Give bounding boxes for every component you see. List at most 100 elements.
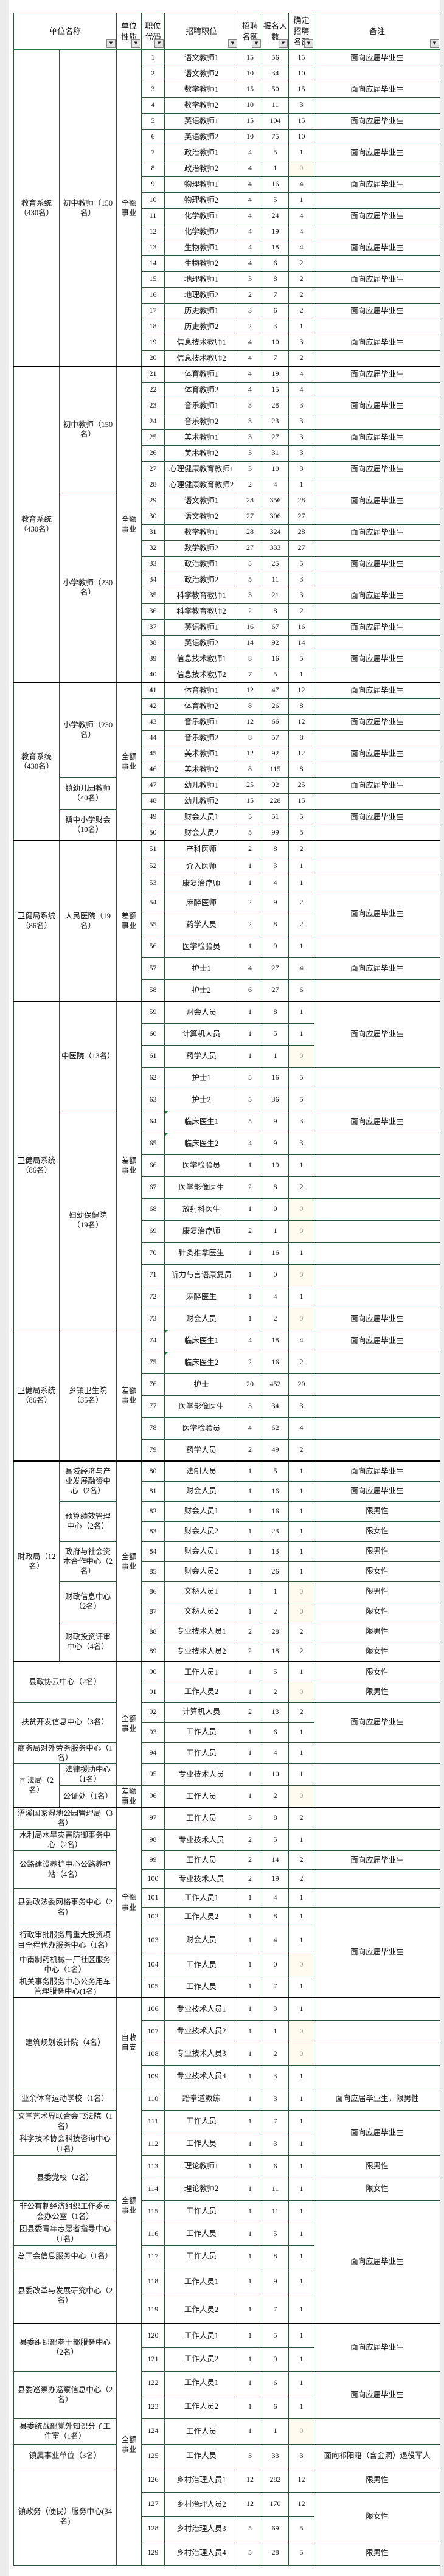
confirmed-quota-cell[interactable]: 1 bbox=[288, 1154, 314, 1177]
position-code-cell[interactable]: 115 bbox=[141, 2199, 165, 2223]
unit-name-cell[interactable]: 财政局（12名） bbox=[13, 1460, 60, 1662]
remark-cell[interactable]: 面向应届毕业生 bbox=[314, 176, 440, 193]
applicants-cell[interactable]: 16 bbox=[262, 1066, 289, 1089]
applicants-cell[interactable]: 16 bbox=[262, 1481, 289, 1502]
quota-cell[interactable]: 1 bbox=[238, 1681, 262, 1703]
position-title-cell[interactable]: 跆拳道教练 bbox=[164, 2087, 238, 2111]
remark-cell[interactable]: 面向应届毕业生 bbox=[314, 808, 440, 825]
remark-cell[interactable] bbox=[314, 1351, 440, 1374]
confirmed-quota-cell[interactable]: 1 bbox=[288, 1721, 314, 1743]
position-title-cell[interactable]: 音乐教师2 bbox=[164, 729, 238, 746]
confirmed-quota-cell[interactable]: 3 bbox=[288, 571, 314, 588]
confirmed-quota-cell[interactable]: 1 bbox=[288, 192, 314, 209]
remark-cell[interactable]: 面向应届毕业生 bbox=[314, 2370, 440, 2419]
position-title-cell[interactable]: 乡村治理人员3 bbox=[164, 2516, 238, 2541]
quota-cell[interactable]: 20 bbox=[238, 1373, 262, 1396]
position-title-cell[interactable]: 英语教师2 bbox=[164, 634, 238, 651]
remark-cell[interactable]: 面向应届毕业生 bbox=[314, 745, 440, 762]
position-title-cell[interactable]: 数学教师2 bbox=[164, 97, 238, 114]
position-title-cell[interactable]: 产科医师 bbox=[164, 840, 238, 858]
remark-cell[interactable]: 面向应届毕业生 bbox=[314, 1907, 440, 1998]
position-code-cell[interactable]: 62 bbox=[141, 1066, 165, 1089]
remark-cell[interactable]: 面向应届毕业生 bbox=[314, 334, 440, 351]
filter-dropdown-icon[interactable]: ▼ bbox=[279, 39, 288, 48]
position-title-cell[interactable]: 美术教师2 bbox=[164, 761, 238, 778]
quota-cell[interactable]: 1 bbox=[238, 874, 262, 892]
quota-cell[interactable]: 6 bbox=[238, 979, 262, 1002]
position-code-cell[interactable]: 17 bbox=[141, 302, 165, 319]
quota-cell[interactable]: 1 bbox=[238, 2347, 262, 2372]
position-title-cell[interactable]: 幼儿教师1 bbox=[164, 777, 238, 794]
quota-cell[interactable]: 4 bbox=[238, 1417, 262, 1440]
applicants-cell[interactable]: 3 bbox=[262, 2087, 289, 2111]
applicants-cell[interactable]: 5 bbox=[262, 666, 289, 683]
position-code-cell[interactable]: 50 bbox=[141, 824, 165, 841]
quota-cell[interactable]: 5 bbox=[238, 1110, 262, 1133]
confirmed-quota-cell[interactable]: 3 bbox=[288, 334, 314, 351]
quota-cell[interactable]: 1 bbox=[238, 1907, 262, 1926]
remark-cell[interactable]: 面向应届毕业生 bbox=[314, 49, 440, 66]
unit-nature-cell[interactable]: 全额事业 bbox=[116, 1807, 142, 1998]
applicants-cell[interactable]: 27 bbox=[262, 429, 289, 446]
quota-cell[interactable]: 15 bbox=[238, 793, 262, 810]
quota-cell[interactable]: 4 bbox=[238, 334, 262, 351]
remark-cell[interactable]: 面向应届毕业生 bbox=[314, 1329, 440, 1352]
position-title-cell[interactable]: 财会人员 bbox=[164, 1926, 238, 1954]
quota-cell[interactable]: 4 bbox=[238, 255, 262, 272]
position-title-cell[interactable]: 心理健康教育教师2 bbox=[164, 476, 238, 493]
position-code-cell[interactable]: 12 bbox=[141, 223, 165, 240]
applicants-cell[interactable]: 356 bbox=[262, 492, 289, 509]
remark-cell[interactable]: 面向应届毕业生 bbox=[314, 366, 440, 383]
position-title-cell[interactable]: 工作人员2 bbox=[164, 2295, 238, 2324]
quota-cell[interactable]: 2 bbox=[238, 1828, 262, 1851]
position-title-cell[interactable]: 音乐教师2 bbox=[164, 413, 238, 430]
applicants-cell[interactable]: 9 bbox=[262, 2347, 289, 2372]
remark-cell[interactable]: 限女性 bbox=[314, 1521, 440, 1542]
sub-unit-cell[interactable]: 预算绩效管理中心（2名） bbox=[59, 1501, 117, 1542]
confirmed-quota-cell[interactable]: 1 bbox=[288, 874, 314, 892]
unit-name-cell[interactable]: 业余体育运动学校（1名） bbox=[13, 2087, 117, 2111]
position-title-cell[interactable]: 药学人员 bbox=[164, 1439, 238, 1462]
position-code-cell[interactable]: 87 bbox=[141, 1601, 165, 1622]
remark-cell[interactable]: 面向应届毕业生 bbox=[314, 713, 440, 731]
position-title-cell[interactable]: 医学检验员 bbox=[164, 1417, 238, 1440]
applicants-cell[interactable]: 3 bbox=[262, 318, 289, 335]
position-code-cell[interactable]: 27 bbox=[141, 460, 165, 477]
confirmed-quota-cell[interactable]: 2 bbox=[288, 1641, 314, 1662]
position-code-cell[interactable]: 53 bbox=[141, 874, 165, 892]
remark-cell[interactable]: 面向应届毕业生 bbox=[314, 1307, 440, 1330]
remark-cell[interactable] bbox=[314, 698, 440, 715]
sub-unit-cell[interactable]: 镇幼儿园教师（40名） bbox=[59, 777, 117, 810]
applicants-cell[interactable]: 26 bbox=[262, 1561, 289, 1582]
confirmed-quota-cell[interactable]: 3 bbox=[288, 429, 314, 446]
position-code-cell[interactable]: 111 bbox=[141, 2109, 165, 2133]
confirmed-quota-cell[interactable]: 8 bbox=[288, 761, 314, 778]
remark-cell[interactable] bbox=[314, 1220, 440, 1243]
position-code-cell[interactable]: 112 bbox=[141, 2132, 165, 2156]
applicants-cell[interactable]: 1 bbox=[262, 2019, 289, 2043]
applicants-cell[interactable]: 8 bbox=[262, 1176, 289, 1199]
applicants-cell[interactable]: 69 bbox=[262, 2516, 289, 2541]
applicants-cell[interactable]: 75 bbox=[262, 128, 289, 145]
confirmed-quota-cell[interactable]: 0 bbox=[288, 1307, 314, 1330]
position-title-cell[interactable]: 护士2 bbox=[164, 979, 238, 1002]
remark-cell[interactable]: 限男性 bbox=[314, 2154, 440, 2178]
applicants-cell[interactable]: 7 bbox=[262, 286, 289, 304]
quota-cell[interactable]: 5 bbox=[238, 2516, 262, 2541]
quota-cell[interactable]: 4 bbox=[238, 144, 262, 161]
position-title-cell[interactable]: 政治教师1 bbox=[164, 144, 238, 161]
confirmed-quota-cell[interactable]: 2 bbox=[288, 286, 314, 304]
position-code-cell[interactable]: 2 bbox=[141, 65, 165, 82]
confirmed-quota-cell[interactable]: 1 bbox=[288, 1907, 314, 1926]
position-title-cell[interactable]: 临床医生2 bbox=[164, 1351, 238, 1374]
position-code-cell[interactable]: 57 bbox=[141, 957, 165, 980]
position-code-cell[interactable]: 95 bbox=[141, 1763, 165, 1786]
confirmed-quota-cell[interactable]: 1 bbox=[288, 1741, 314, 1764]
position-title-cell[interactable]: 临床医生2 bbox=[164, 1132, 238, 1155]
position-title-cell[interactable]: 听力与言语康复员 bbox=[164, 1263, 238, 1286]
quota-cell[interactable]: 5 bbox=[238, 1088, 262, 1111]
confirmed-quota-cell[interactable]: 1 bbox=[288, 2109, 314, 2133]
unit-name-cell[interactable]: 镇政务（便民）服务中心(34名) bbox=[13, 2467, 117, 2566]
remark-cell[interactable] bbox=[314, 413, 440, 430]
position-code-cell[interactable]: 121 bbox=[141, 2347, 165, 2372]
